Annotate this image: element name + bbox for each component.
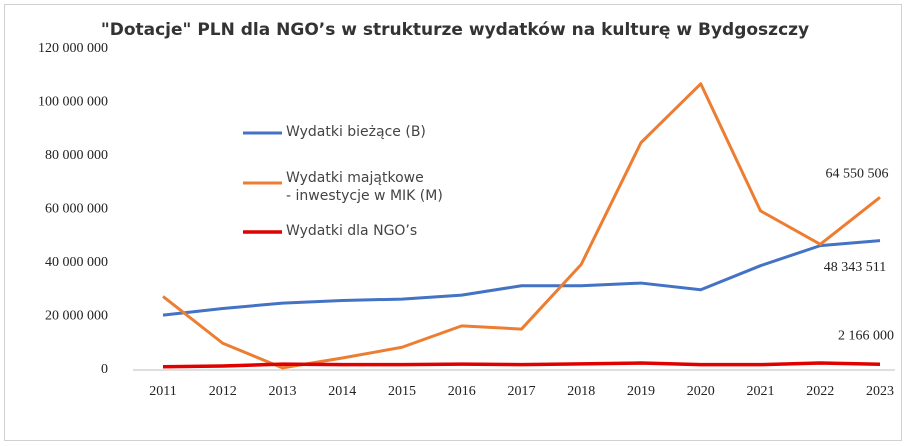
legend-label: Wydatki majątkowe - inwestycje w MIK (M)	[286, 170, 443, 204]
x-tick-label: 2021	[747, 384, 775, 399]
y-tick-label: 40 000 000	[45, 255, 108, 270]
y-tick-label: 20 000 000	[45, 309, 108, 324]
y-tick-label: 80 000 000	[45, 148, 108, 163]
value-label: 64 550 506	[826, 167, 889, 182]
x-tick-label: 2012	[209, 384, 237, 399]
series-line	[162, 82, 881, 370]
value-label: 48 343 511	[824, 260, 886, 275]
x-tick-label: 2013	[269, 384, 297, 399]
y-tick-label: 120 000 000	[38, 41, 108, 56]
x-tick-label: 2016	[448, 384, 476, 399]
series-line	[162, 361, 881, 369]
series-line	[162, 239, 881, 317]
value-label: 2 166 000	[838, 328, 894, 343]
x-tick-label: 2023	[866, 384, 894, 399]
x-tick-label: 2017	[508, 384, 536, 399]
chart-border	[4, 4, 902, 441]
legend-label: Wydatki bieżące (B)	[286, 124, 426, 140]
x-tick-label: 2014	[328, 384, 356, 399]
x-tick-label: 2022	[806, 384, 834, 399]
x-tick-label: 2019	[627, 384, 655, 399]
y-tick-label: 60 000 000	[45, 202, 108, 217]
y-tick-label: 100 000 000	[38, 95, 108, 110]
x-tick-label: 2018	[567, 384, 595, 399]
y-tick-label: 0	[101, 362, 108, 377]
legend-label: Wydatki dla NGO’s	[286, 223, 418, 239]
x-tick-label: 2020	[687, 384, 715, 399]
x-tick-label: 2015	[388, 384, 416, 399]
x-tick-label: 2011	[149, 384, 176, 399]
chart-title: "Dotacje" PLN dla NGO’s w strukturze wyd…	[101, 20, 809, 40]
